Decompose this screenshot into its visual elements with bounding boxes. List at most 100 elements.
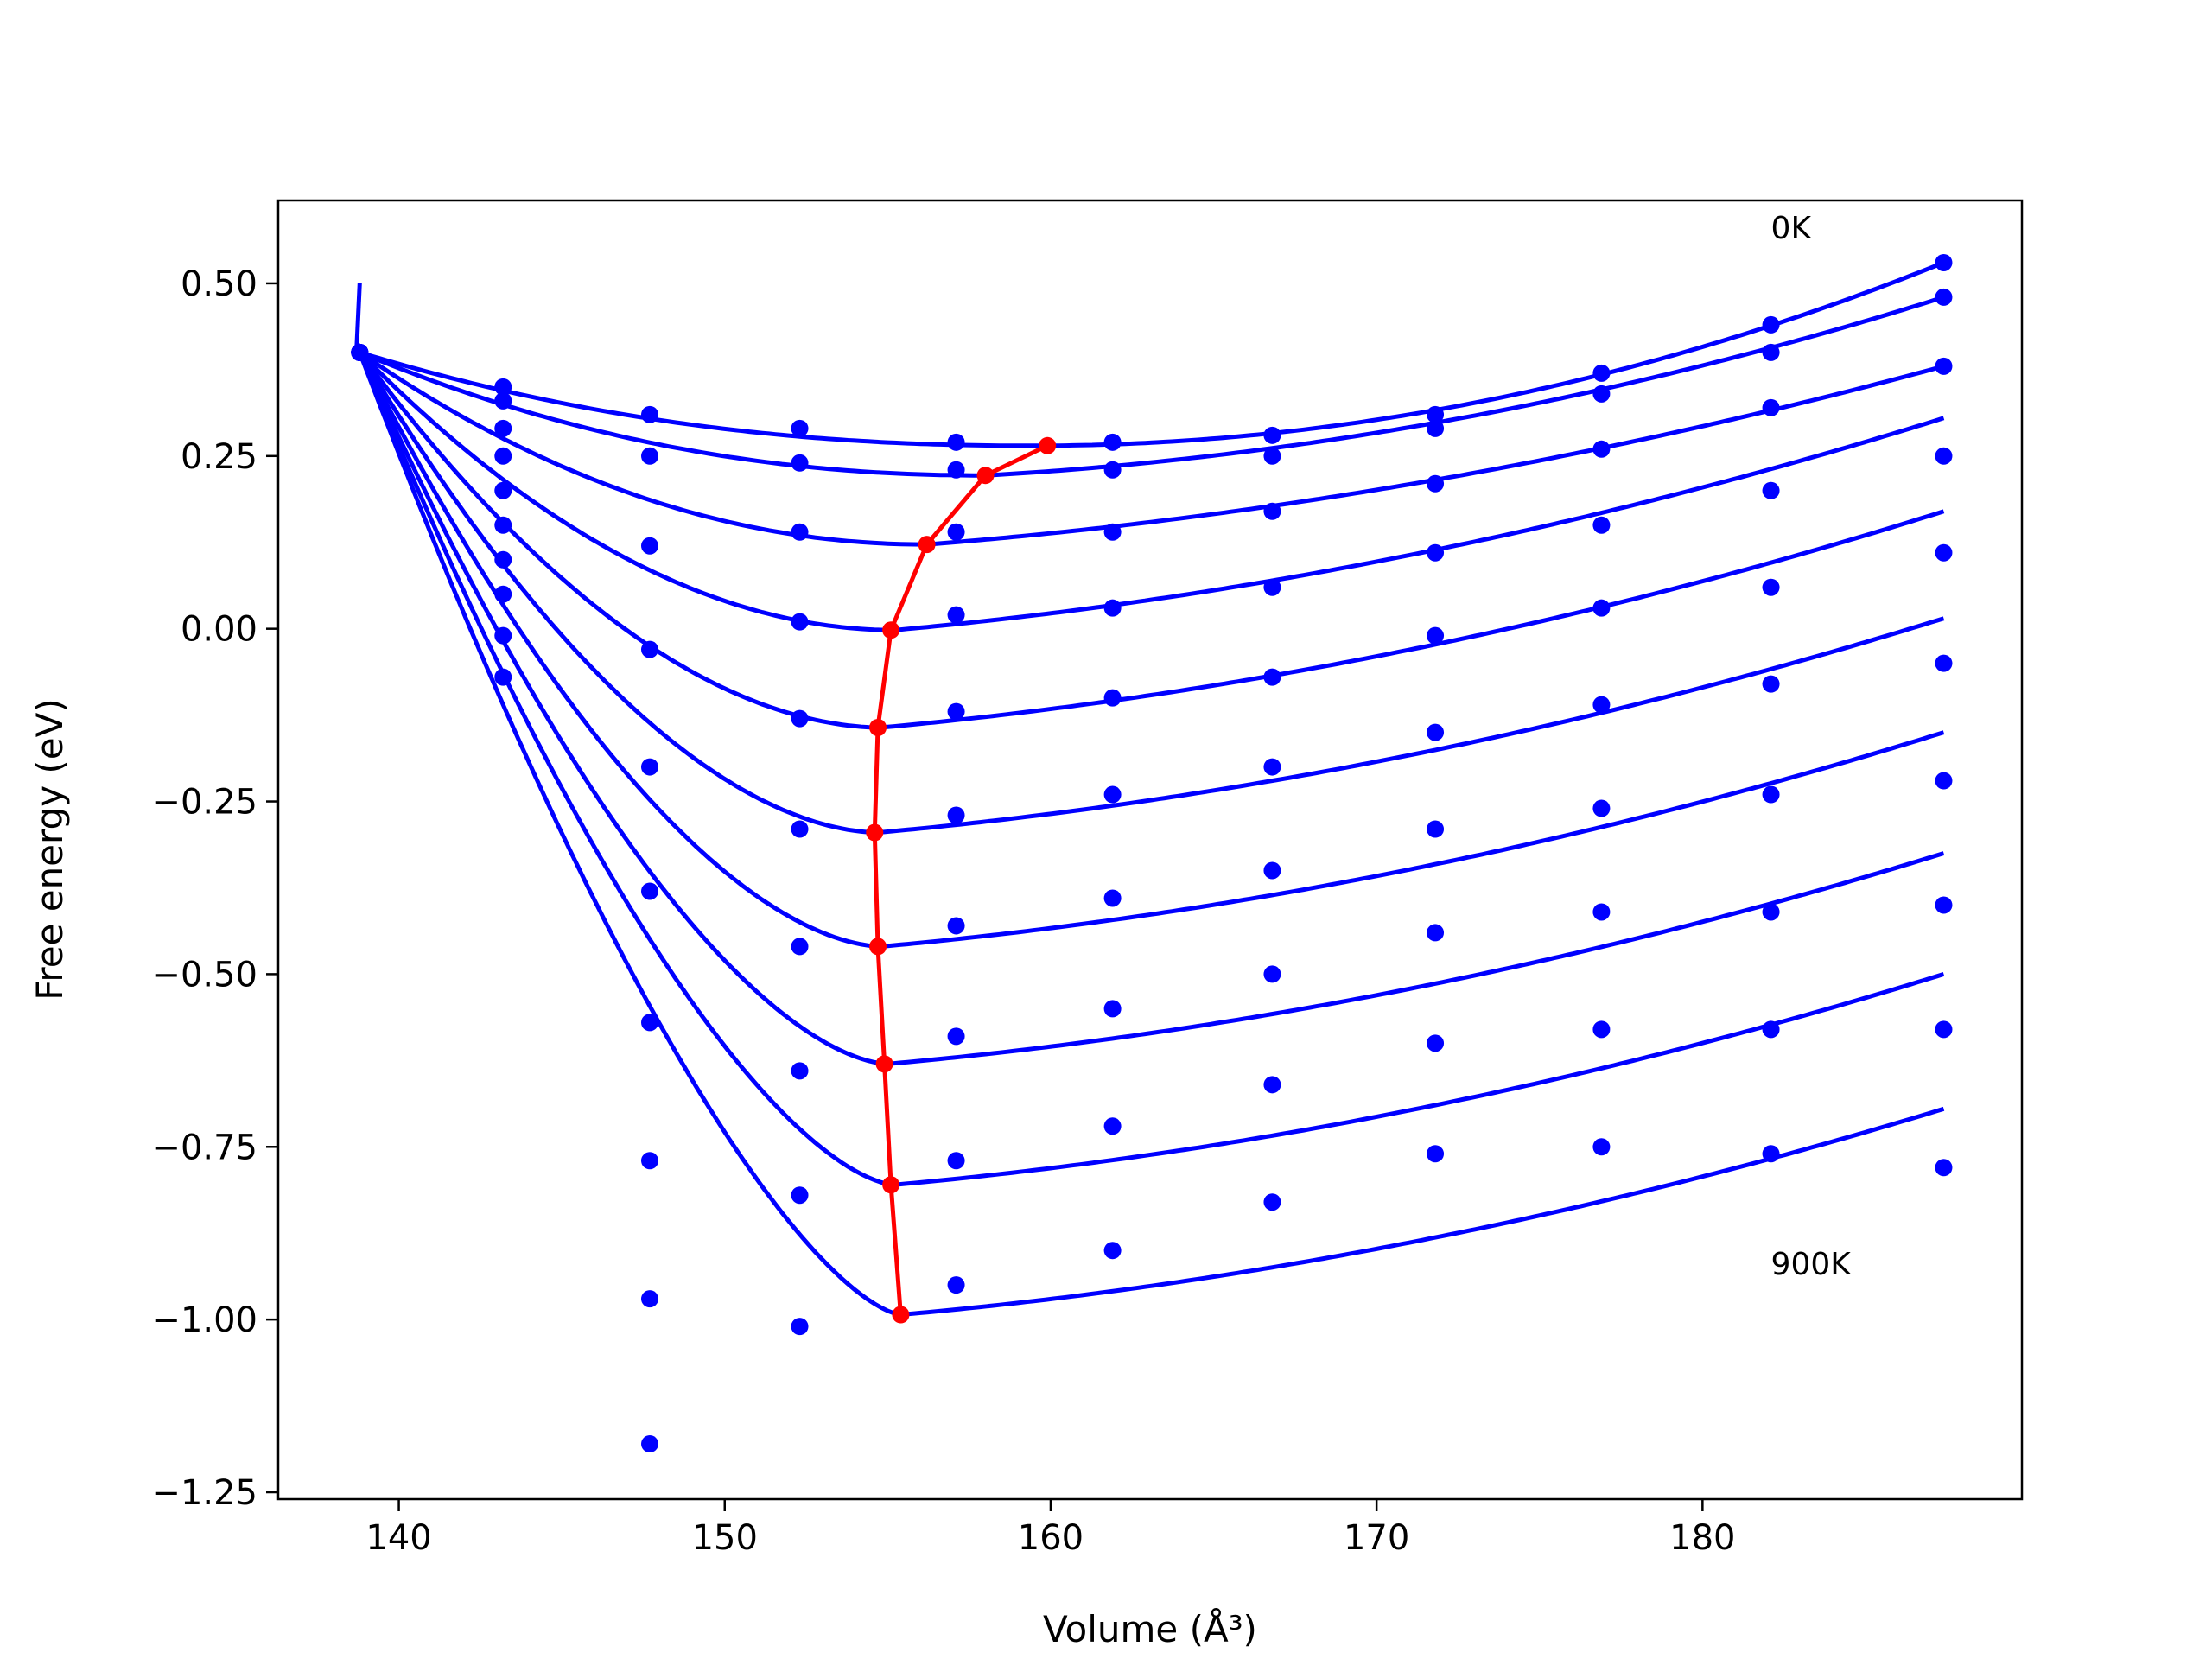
- data-point: [791, 613, 809, 631]
- data-point: [1263, 758, 1281, 776]
- data-point: [1427, 820, 1445, 838]
- data-point: [1427, 1145, 1445, 1163]
- x-tick-label: 160: [1018, 1518, 1084, 1558]
- fit-curves: [354, 260, 1945, 1318]
- data-point: [641, 640, 659, 658]
- data-point: [791, 938, 809, 956]
- data-point: [791, 523, 809, 541]
- data-point: [1762, 1145, 1780, 1163]
- data-point: [1935, 543, 1953, 562]
- y-tick-label: 0.00: [181, 610, 257, 650]
- data-point: [1935, 253, 1953, 271]
- data-point: [1762, 343, 1780, 361]
- minimum-point: [882, 621, 900, 639]
- data-point: [1263, 502, 1281, 520]
- data-point: [1592, 516, 1611, 534]
- data-point: [1935, 288, 1953, 306]
- data-point: [1935, 447, 1953, 465]
- data-point: [1427, 405, 1445, 423]
- y-tick-label: −0.25: [151, 783, 257, 823]
- data-point: [1263, 965, 1281, 983]
- data-point: [1103, 1117, 1122, 1135]
- data-point: [1762, 785, 1780, 804]
- data-point: [1103, 461, 1122, 479]
- data-point: [641, 1435, 659, 1453]
- y-axis-label: Free energy (eV): [29, 698, 71, 1001]
- data-point: [1427, 419, 1445, 437]
- data-point: [494, 550, 512, 569]
- data-point: [1103, 1242, 1122, 1260]
- data-point: [1762, 315, 1780, 334]
- x-tick-label: 150: [692, 1518, 758, 1558]
- data-point: [1427, 723, 1445, 741]
- data-point: [1103, 785, 1122, 804]
- data-point: [1427, 543, 1445, 562]
- annotations: 0K 900K: [1771, 211, 1853, 1282]
- data-point: [791, 1318, 809, 1336]
- data-point: [791, 820, 809, 838]
- temperature-annotation: 0K: [1771, 211, 1813, 246]
- x-tick-label: 180: [1669, 1518, 1735, 1558]
- y-tick-label: 0.50: [181, 264, 257, 304]
- data-point: [1935, 1159, 1953, 1177]
- data-point: [1935, 896, 1953, 914]
- data-point: [494, 481, 512, 499]
- minimum-point: [976, 467, 995, 485]
- fit-curve-5: [358, 351, 1945, 730]
- data-point: [947, 433, 965, 451]
- data-point: [494, 447, 512, 465]
- data-point: [1592, 364, 1611, 382]
- y-tick-label: −0.50: [151, 955, 257, 995]
- fit-curve-3: [358, 350, 1945, 547]
- data-point: [641, 537, 659, 555]
- data-point: [1103, 523, 1122, 541]
- data-point: [1427, 1034, 1445, 1052]
- fit-curve-7: [358, 351, 1945, 949]
- data-point: [1592, 1138, 1611, 1156]
- data-point: [494, 378, 512, 396]
- fit-curve-10: [357, 352, 1945, 1318]
- data-point: [947, 1027, 965, 1046]
- data-point: [494, 419, 512, 437]
- temperature-annotation: 900K: [1771, 1247, 1853, 1282]
- data-point: [1592, 696, 1611, 714]
- y-tick-label: −1.00: [151, 1300, 257, 1340]
- data-point: [1103, 599, 1122, 617]
- data-point: [1263, 861, 1281, 880]
- y-tick-label: −1.25: [151, 1473, 257, 1513]
- minimum-point: [1039, 436, 1057, 454]
- data-point: [1263, 426, 1281, 444]
- minimum-point: [892, 1306, 910, 1324]
- y-tick-label: −0.75: [151, 1128, 257, 1167]
- data-point: [641, 1152, 659, 1170]
- data-point: [1263, 1193, 1281, 1211]
- y-axis: −1.25 −1.00 −0.75 −0.50 −0.25 0.00 0.25 0.50: [151, 264, 278, 1513]
- data-points: [351, 253, 1953, 1453]
- data-point: [947, 523, 965, 541]
- data-point: [1592, 799, 1611, 817]
- data-point: [494, 585, 512, 603]
- minimum-point: [866, 823, 884, 842]
- data-point: [947, 606, 965, 624]
- minimum-path: [866, 436, 1057, 1324]
- data-point: [1263, 578, 1281, 596]
- data-point: [947, 1276, 965, 1294]
- fit-curve-spike: [354, 283, 362, 353]
- data-point: [494, 626, 512, 645]
- data-point: [1263, 447, 1281, 465]
- data-point: [791, 419, 809, 437]
- data-point: [1762, 578, 1780, 596]
- minimum-point: [869, 718, 887, 736]
- data-point: [494, 668, 512, 686]
- data-point: [1935, 357, 1953, 375]
- fit-curve-2: [359, 295, 1945, 478]
- data-point: [791, 454, 809, 472]
- plot-frame: [276, 199, 2024, 1501]
- fit-curve-1: [359, 260, 1945, 448]
- data-point: [791, 1062, 809, 1080]
- x-tick-label: 140: [365, 1518, 431, 1558]
- data-point: [1762, 481, 1780, 499]
- data-point: [1592, 385, 1611, 403]
- data-point: [351, 343, 369, 361]
